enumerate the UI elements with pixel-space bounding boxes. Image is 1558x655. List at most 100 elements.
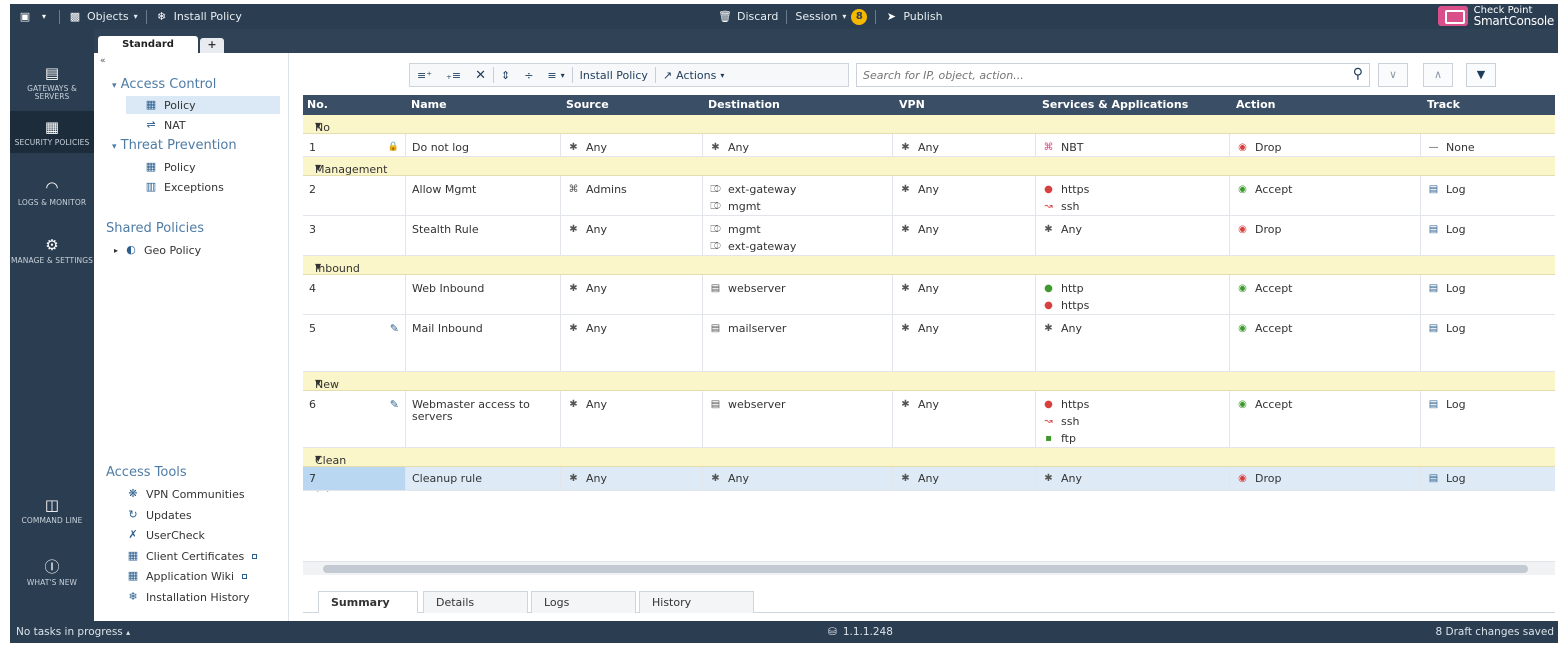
chevron-up-icon: ▴ [126,628,131,637]
any-icon: ✱ [569,224,578,235]
tool-vpn-communities[interactable]: ❋ VPN Communities [126,485,244,503]
server-status: ⛁ 1.1.1.248 [828,626,893,638]
discard-button[interactable]: 🗑 Discard [710,4,786,29]
col-source[interactable]: Source [566,98,609,111]
table-row[interactable]: 5 ✎ Mail Inbound ✱ Any ▤ mailserver ✱ Any ✱ A… [303,315,1555,372]
objects-label: Objects [87,10,129,23]
nav-manage-settings[interactable]: ⚙ Manage & Settings [10,236,93,265]
collapse-icon: ÷ [524,68,534,82]
col-vpn[interactable]: VPN [899,98,925,111]
exceptions-icon: ▥ [145,180,157,193]
gauge-icon: ◠ [45,178,59,196]
add-rule-above-button[interactable]: ≡⁺ [410,64,439,86]
any-icon: ✱ [569,399,578,410]
any-icon: ✱ [901,399,910,410]
tab-standard[interactable]: Standard [98,36,198,53]
app-menu-icon: ▣ [19,10,31,23]
tool-application-wiki[interactable]: ▦ Application Wiki [126,567,248,585]
table-row[interactable]: 6 ✎ Webmaster access to servers ✱ Any ▤ web… [303,391,1555,448]
trash-icon: 🗑 [718,10,732,23]
tab-history[interactable]: History [639,591,754,613]
col-name[interactable]: Name [411,98,447,111]
tree-item-nat[interactable]: ⇌ NAT [144,116,185,134]
col-action[interactable]: Action [1236,98,1276,111]
search-input[interactable] [857,64,1327,86]
section-header[interactable]: ▼ No Log (1) [303,115,1555,160]
tree-item-ac-policy[interactable]: ▦ Policy [126,96,280,114]
collapse-sections-button[interactable]: ÷ [517,64,540,86]
search-icon[interactable]: ⚲ [1352,66,1363,82]
nav-command-line[interactable]: ◫ Command Line [10,497,94,525]
tree-item-tp-policy[interactable]: ▦ Policy [145,160,196,174]
menu-button[interactable]: ▣ ▾ [10,4,59,29]
nav-gateways-servers[interactable]: ▤ Gateways & Servers [10,65,94,101]
tree-threat-prevention[interactable]: ▾ Threat Prevention [112,138,237,153]
tab-details[interactable]: Details [423,591,528,613]
tasks-status[interactable]: No tasks in progress ▴ [16,626,131,638]
chevron-right-icon: ▸ [114,245,119,255]
install-policy-label: Install Policy [173,10,242,23]
install-policy-button[interactable]: ❄ Install Policy [147,4,250,29]
col-destination[interactable]: Destination [708,98,780,111]
log-icon: ▤ [1428,184,1439,195]
nbt-service-icon: ⌘ [1043,142,1054,153]
nav-logs-monitor[interactable]: ◠ Logs & Monitor [10,179,94,207]
collapse-panel-icon[interactable]: « [100,56,106,66]
none-icon: — [1428,142,1439,153]
section-header[interactable]: ▼ Management Rules (2-3) [303,157,1555,189]
col-services[interactable]: Services & Applications [1042,98,1189,111]
table-row[interactable]: 3 Stealth Rule ✱ Any ⎄ mgmt ⎄ ext-gateway ✱… [303,216,1555,256]
search-next-button[interactable]: ∨ [1378,63,1408,87]
chevron-down-icon: ▾ [41,12,46,21]
section-header[interactable]: ▼ New Section (6) [303,372,1555,417]
tool-client-certificates[interactable]: ▦ Client Certificates [126,547,258,565]
table-row[interactable]: 7 Cleanup rule ✱ Any ✱ Any ✱ Any ✱ Any ◉ Drop… [303,467,1555,491]
add-rule-below-button[interactable]: ₊≡ [439,64,468,86]
toolbar-install-policy-button[interactable]: Install Policy [579,68,648,82]
section-header[interactable]: ▼ Clean Up (7) [303,448,1555,493]
add-tab-button[interactable]: + [200,38,224,53]
publish-button[interactable]: ➤ Publish [876,4,950,29]
actions-menu[interactable]: ↗ Actions ▾ [662,68,725,82]
add-rule-above-icon: ≡⁺ [417,68,433,82]
filter-button[interactable]: ▼ [1466,63,1496,87]
brand-line2: SmartConsole [1473,14,1555,28]
table-row[interactable]: 4 Web Inbound ✱ Any ▤ webserver ✱ Any ● http… [303,275,1555,315]
section-header[interactable]: ▼ Inbound Rules (4-5) [303,256,1555,301]
tree-shared-policies[interactable]: Shared Policies [106,221,204,236]
delete-rule-button[interactable]: ✕ [468,64,493,86]
chevron-down-icon: ▼ [315,378,322,387]
install-icon: ❄ [156,10,167,23]
any-icon: ✱ [711,473,720,484]
search-prev-button[interactable]: ∧ [1423,63,1453,87]
external-link-icon [252,553,258,559]
nav-security-policies[interactable]: ▦ Security Policies [10,111,94,153]
accept-icon: ◉ [1238,323,1247,334]
scrollbar-thumb[interactable] [323,565,1528,573]
server-icon: ▤ [710,323,721,334]
horizontal-scrollbar[interactable] [303,561,1555,575]
discard-label: Discard [737,10,779,23]
expand-sections-button[interactable]: ⇕ [494,64,517,86]
list-options-button[interactable]: ≡ ▾ [540,64,571,86]
checkpoint-logo-icon [1437,6,1468,26]
tree-item-geo-policy[interactable]: ▸ ◐ Geo Policy [114,243,202,257]
chevron-down-icon: ▾ [842,12,847,21]
nav-whats-new[interactable]: ⓘ What's New [10,559,94,587]
table-row[interactable]: 1 🔒 Do not log ✱ Any ✱ Any ✱ Any ⌘ NBT ◉ Drop … [303,134,1555,157]
policy-tab-strip: Standard + [94,29,1558,53]
table-row[interactable]: 2 Allow Mgmt ⌘ Admins ⎄ ext-gateway ⎄ mgmt … [303,176,1555,216]
tool-updates[interactable]: ↻ Updates [126,506,191,524]
col-track[interactable]: Track [1427,98,1460,111]
tool-installation-history[interactable]: ❄ Installation History [126,588,249,606]
tree-item-exceptions[interactable]: ▥ Exceptions [145,180,224,194]
tree-access-control[interactable]: ▾ Access Control [112,77,217,92]
tab-logs[interactable]: Logs [531,591,636,613]
tab-summary[interactable]: Summary [318,591,418,613]
session-menu[interactable]: Session ▾ 8 [787,4,875,29]
server-icon: ▤ [710,283,721,294]
tool-usercheck[interactable]: ✗ UserCheck [126,526,205,544]
ftp-service-icon: ▪ [1045,433,1052,444]
objects-menu[interactable]: ▩ Objects ▾ [60,4,146,29]
col-no[interactable]: No. [307,98,328,111]
